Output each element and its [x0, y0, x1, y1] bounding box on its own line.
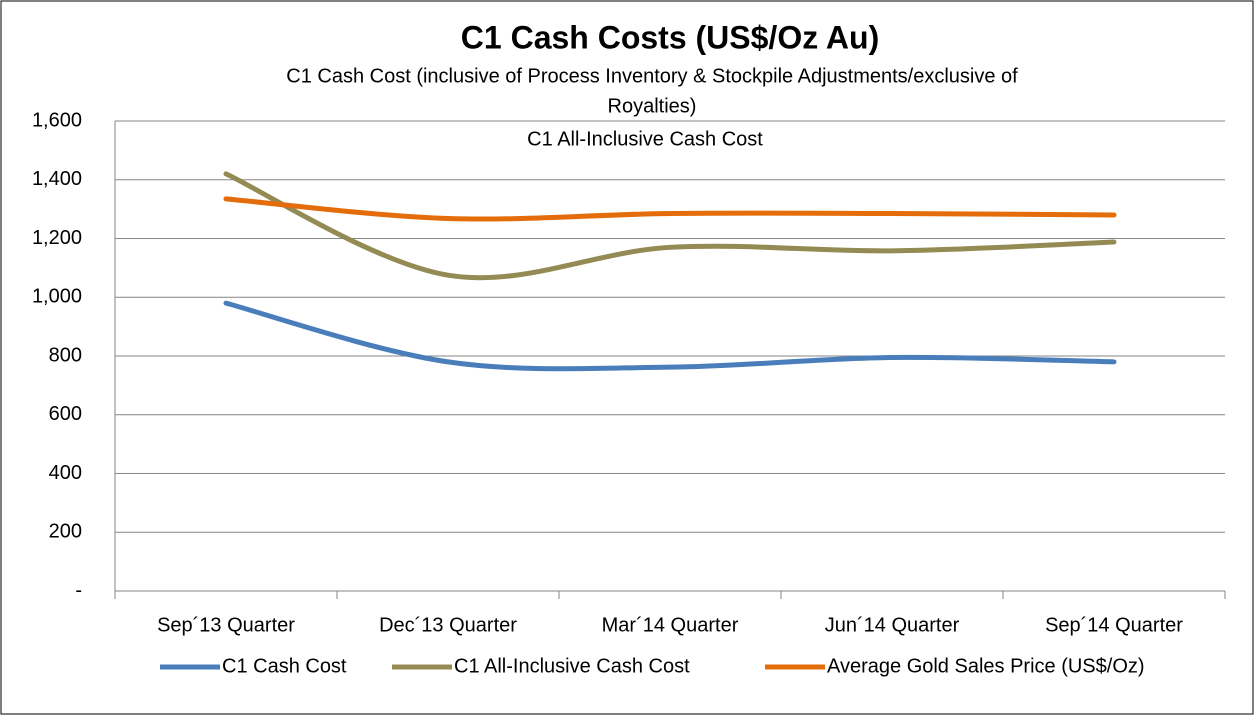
x-tick-label: Dec´13 Quarter — [379, 614, 517, 636]
y-tick-label: 800 — [49, 344, 82, 366]
x-tick-label: Sep´13 Quarter — [157, 614, 295, 636]
x-tick-label: Jun´14 Quarter — [825, 614, 960, 636]
x-tick-label: Sep´14 Quarter — [1045, 614, 1183, 636]
legend-label: Average Gold Sales Price (US$/Oz) — [827, 655, 1145, 677]
series-line — [223, 171, 1117, 281]
subtitle: Royalties) — [608, 95, 697, 117]
series-line — [223, 300, 1117, 372]
subtitle: C1 Cash Cost (inclusive of Process Inven… — [286, 65, 1018, 87]
y-tick-label: 1,600 — [32, 109, 82, 131]
y-tick-label: 1,000 — [32, 286, 82, 308]
y-tick-label: 1,200 — [32, 227, 82, 249]
y-tick-label: 400 — [49, 462, 82, 484]
y-tick-label: - — [75, 579, 82, 601]
series-line — [223, 196, 1117, 222]
y-tick-label: 600 — [49, 403, 82, 425]
x-tick-label: Mar´14 Quarter — [602, 614, 739, 636]
chart-title: C1 Cash Costs (US$/Oz Au) — [461, 19, 879, 55]
subtitle: C1 All-Inclusive Cash Cost — [527, 128, 763, 150]
y-tick-label: 200 — [49, 521, 82, 543]
y-tick-label: 1,400 — [32, 168, 82, 190]
legend-label: C1 All-Inclusive Cash Cost — [454, 655, 690, 677]
legend-label: C1 Cash Cost — [222, 655, 347, 677]
